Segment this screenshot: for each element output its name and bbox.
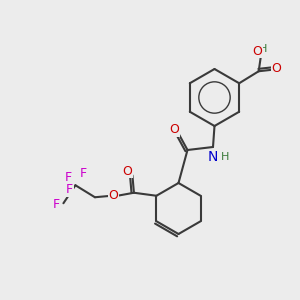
Text: O: O bbox=[122, 165, 132, 178]
Text: O: O bbox=[272, 62, 281, 75]
Text: F: F bbox=[80, 167, 86, 180]
Text: O: O bbox=[169, 123, 179, 136]
Text: N: N bbox=[208, 150, 218, 164]
Text: F: F bbox=[66, 183, 73, 196]
Text: O: O bbox=[108, 189, 118, 202]
Text: F: F bbox=[64, 171, 71, 184]
Text: F: F bbox=[52, 198, 59, 211]
Text: O: O bbox=[253, 45, 262, 58]
Text: H: H bbox=[258, 44, 267, 54]
Text: H: H bbox=[221, 152, 229, 161]
